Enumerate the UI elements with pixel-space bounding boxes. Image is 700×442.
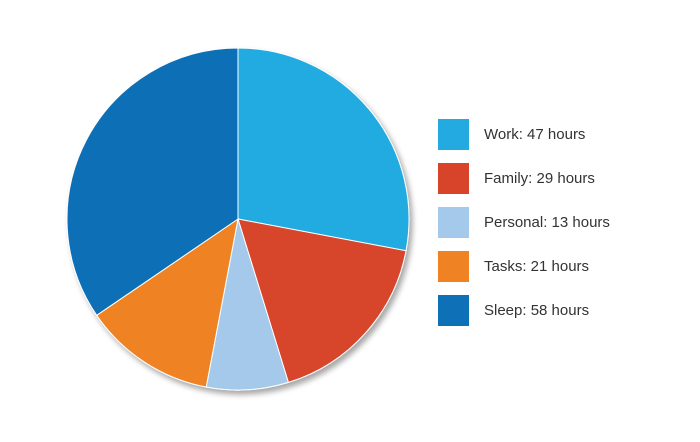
legend-item-work: Work: 47 hours <box>438 118 610 150</box>
legend-swatch <box>438 250 469 282</box>
pie-slice-sleep <box>66 47 239 317</box>
legend-item-family: Family: 29 hours <box>438 162 610 194</box>
legend-swatch <box>438 294 469 326</box>
legend-label: Family: 29 hours <box>484 169 595 187</box>
legend-label: Personal: 13 hours <box>484 213 610 231</box>
pie-slices <box>66 47 410 391</box>
legend-swatch <box>438 162 469 194</box>
legend-label: Sleep: 58 hours <box>484 301 590 319</box>
legend-label: Tasks: 21 hours <box>484 257 590 275</box>
pie-slice-family <box>237 218 407 384</box>
pie-slice-work <box>237 47 410 252</box>
legend-label: Work: 47 hours <box>484 125 586 143</box>
legend-item-sleep: Sleep: 58 hours <box>438 294 610 326</box>
pie-slice-tasks <box>96 217 239 388</box>
legend-item-tasks: Tasks: 21 hours <box>438 250 610 282</box>
chart-legend: Work: 47 hours Family: 29 hours Personal: … <box>438 118 610 326</box>
legend-swatch <box>438 118 469 150</box>
legend-item-personal: Personal: 13 hours <box>438 206 610 238</box>
legend-swatch <box>438 206 469 238</box>
